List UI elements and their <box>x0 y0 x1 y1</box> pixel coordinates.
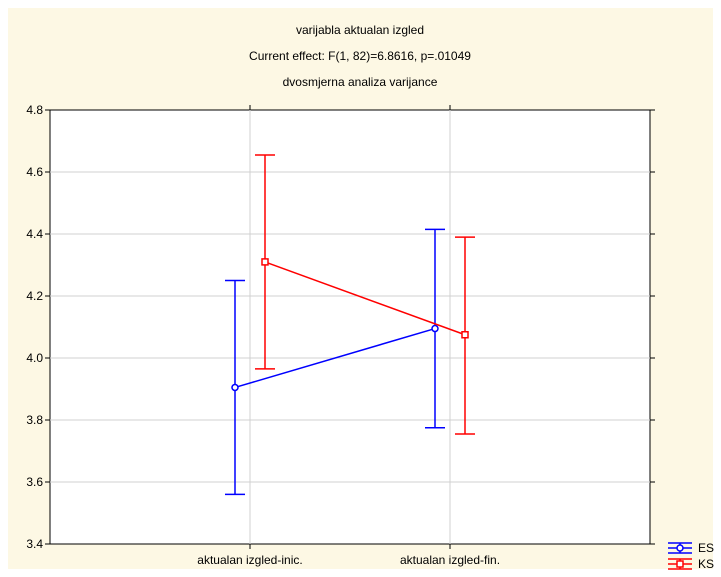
data-point <box>261 258 269 266</box>
y-tick-label: 4.0 <box>26 351 43 365</box>
y-tick-label: 4.8 <box>26 103 43 117</box>
y-tick-label: 3.4 <box>26 537 43 551</box>
legend-marker <box>676 560 684 568</box>
legend-label: ES <box>698 541 714 555</box>
y-tick-label: 3.8 <box>26 413 43 427</box>
plot-area <box>49 109 651 545</box>
legend-label: KS <box>698 557 714 571</box>
data-point <box>461 331 469 339</box>
y-tick-label: 4.6 <box>26 165 43 179</box>
legend: ES KS <box>668 541 714 571</box>
series-es <box>225 228 445 496</box>
chart-title: varijabla aktualan izgled <box>296 23 424 37</box>
y-tick-label: 4.2 <box>26 289 43 303</box>
axes: 3.4 3.6 3.8 4.0 4.2 4.4 4.6 4.8 aktualan izgled-… <box>26 103 655 567</box>
data-point <box>231 383 239 392</box>
series-line <box>234 327 436 389</box>
series-ks <box>255 154 475 435</box>
data-point <box>431 324 439 333</box>
legend-item-es: ES <box>668 541 714 555</box>
y-tick-label: 4.4 <box>26 227 43 241</box>
x-tick-label: aktualan izgled-fin. <box>400 553 500 567</box>
chart-subtitle: Current effect: F(1, 82)=6.8616, p=.0104… <box>249 49 471 63</box>
series-line <box>264 261 466 336</box>
grid-lines <box>50 110 650 544</box>
legend-marker <box>676 544 684 552</box>
series-layer <box>225 154 475 496</box>
y-tick-label: 3.6 <box>26 475 43 489</box>
x-tick-label: aktualan izgled-inic. <box>197 553 302 567</box>
chart-subtitle-2: dvosmjerna analiza varijance <box>283 75 438 89</box>
legend-item-ks: KS <box>668 557 714 571</box>
